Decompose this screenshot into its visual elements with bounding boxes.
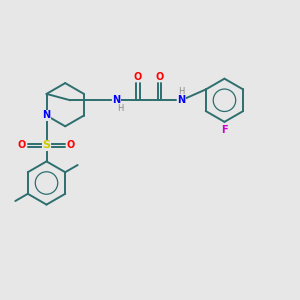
Text: O: O bbox=[134, 72, 142, 82]
Text: S: S bbox=[43, 140, 50, 151]
Text: N: N bbox=[42, 110, 51, 121]
Text: H: H bbox=[117, 104, 123, 113]
Text: O: O bbox=[155, 72, 164, 82]
Text: O: O bbox=[18, 140, 26, 151]
Text: O: O bbox=[67, 140, 75, 151]
Text: N: N bbox=[112, 95, 121, 105]
Text: H: H bbox=[178, 87, 184, 96]
Text: N: N bbox=[177, 95, 185, 105]
Text: F: F bbox=[221, 125, 228, 135]
